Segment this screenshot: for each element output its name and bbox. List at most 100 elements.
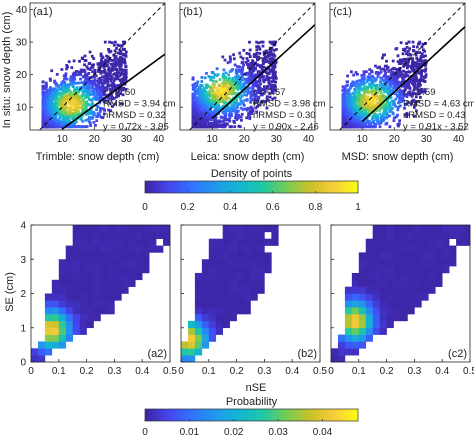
heatmap-cell	[114, 252, 122, 260]
density-point	[203, 76, 207, 80]
density-point	[77, 73, 81, 76]
density-point	[56, 107, 59, 110]
density-point	[362, 70, 366, 74]
density-point	[194, 108, 198, 112]
density-point	[210, 121, 214, 125]
density-point	[265, 95, 269, 99]
heatmap-cell	[44, 300, 53, 308]
density-point	[260, 75, 264, 79]
density-point	[92, 89, 96, 93]
density-point	[100, 97, 104, 100]
density-point	[364, 108, 368, 112]
density-point	[44, 98, 47, 101]
density-point	[386, 79, 389, 82]
density-point	[50, 96, 54, 100]
density-point	[417, 42, 420, 46]
density-point	[410, 64, 414, 68]
density-point	[104, 77, 108, 81]
density-point	[265, 75, 269, 78]
density-point	[113, 40, 117, 44]
density-point	[272, 68, 276, 72]
density-point	[230, 87, 234, 91]
density-point	[407, 60, 410, 64]
density-point	[348, 105, 352, 109]
density-point	[215, 91, 219, 94]
density-point	[101, 92, 105, 96]
density-point	[75, 87, 79, 90]
density-point	[87, 103, 91, 107]
density-point	[232, 57, 236, 61]
density-point	[41, 100, 45, 104]
density-point	[110, 59, 114, 62]
density-point	[122, 86, 126, 90]
density-point	[367, 109, 371, 113]
density-point	[84, 102, 88, 106]
density-point	[266, 86, 269, 89]
density-point	[48, 93, 52, 97]
density-point	[118, 52, 122, 56]
density-point	[234, 110, 237, 113]
density-point	[56, 110, 59, 114]
density-point	[396, 60, 400, 63]
density-point	[405, 111, 409, 115]
density-point	[249, 69, 252, 73]
heatmap-cell	[72, 279, 80, 287]
x-tick-label: 30	[121, 134, 133, 145]
density-point	[118, 74, 122, 78]
density-point	[67, 118, 70, 121]
density-point	[383, 86, 387, 89]
density-point	[212, 121, 216, 125]
density-point	[406, 101, 410, 104]
density-point	[46, 113, 50, 116]
density-point	[394, 92, 397, 95]
regression-line	[211, 24, 315, 120]
density-point	[67, 115, 71, 119]
density-point	[80, 70, 84, 74]
density-point	[79, 106, 83, 110]
density-point	[405, 115, 409, 118]
density-point	[65, 84, 69, 88]
heatmap-cell	[93, 252, 101, 260]
density-point	[200, 76, 204, 79]
density-point	[71, 85, 75, 88]
density-point	[412, 64, 416, 67]
density-point	[191, 112, 195, 115]
density-point	[239, 106, 243, 110]
density-point	[349, 99, 353, 103]
density-point	[248, 55, 252, 58]
heatmap-cell	[65, 314, 73, 322]
density-point	[226, 61, 230, 65]
density-point	[86, 87, 90, 90]
density-point	[203, 125, 207, 129]
density-point	[65, 89, 69, 92]
density-point	[382, 119, 385, 122]
density-point	[234, 116, 237, 119]
density-point	[346, 88, 350, 92]
density-point	[248, 40, 251, 44]
density-point	[74, 81, 78, 85]
density-point	[124, 64, 128, 68]
density-point	[406, 82, 409, 86]
density-point	[363, 125, 366, 129]
heatmap-cell	[100, 300, 108, 308]
density-point	[117, 94, 120, 98]
density-point	[108, 56, 112, 60]
density-point	[79, 77, 82, 81]
density-point	[113, 77, 117, 81]
density-point	[204, 97, 207, 101]
density-point	[256, 63, 260, 67]
density-point	[80, 57, 84, 60]
density-point	[115, 72, 119, 76]
density-point	[385, 59, 388, 63]
density-point	[396, 90, 400, 94]
heatmap-cell	[114, 279, 122, 287]
density-point	[57, 112, 61, 116]
density-point	[65, 117, 68, 120]
density-point	[249, 99, 253, 102]
density-point	[104, 86, 108, 90]
density-point	[42, 94, 46, 98]
density-point	[77, 109, 80, 113]
density-point	[99, 108, 103, 112]
density-point	[118, 89, 121, 92]
heatmap-cell	[72, 286, 80, 294]
